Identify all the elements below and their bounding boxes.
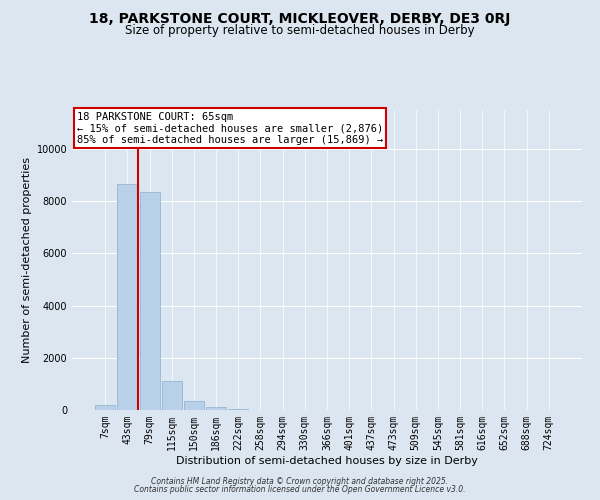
Text: Contains HM Land Registry data © Crown copyright and database right 2025.: Contains HM Land Registry data © Crown c… <box>151 477 449 486</box>
Text: 18, PARKSTONE COURT, MICKLEOVER, DERBY, DE3 0RJ: 18, PARKSTONE COURT, MICKLEOVER, DERBY, … <box>89 12 511 26</box>
Bar <box>206 408 226 410</box>
X-axis label: Distribution of semi-detached houses by size in Derby: Distribution of semi-detached houses by … <box>176 456 478 466</box>
Bar <box>228 408 248 410</box>
Bar <box>95 405 115 410</box>
Bar <box>140 192 160 410</box>
Y-axis label: Number of semi-detached properties: Number of semi-detached properties <box>22 157 32 363</box>
Bar <box>162 382 182 410</box>
Bar <box>184 401 204 410</box>
Text: Contains public sector information licensed under the Open Government Licence v3: Contains public sector information licen… <box>134 485 466 494</box>
Text: 18 PARKSTONE COURT: 65sqm
← 15% of semi-detached houses are smaller (2,876)
85% : 18 PARKSTONE COURT: 65sqm ← 15% of semi-… <box>77 112 383 144</box>
Text: Size of property relative to semi-detached houses in Derby: Size of property relative to semi-detach… <box>125 24 475 37</box>
Bar <box>118 184 137 410</box>
